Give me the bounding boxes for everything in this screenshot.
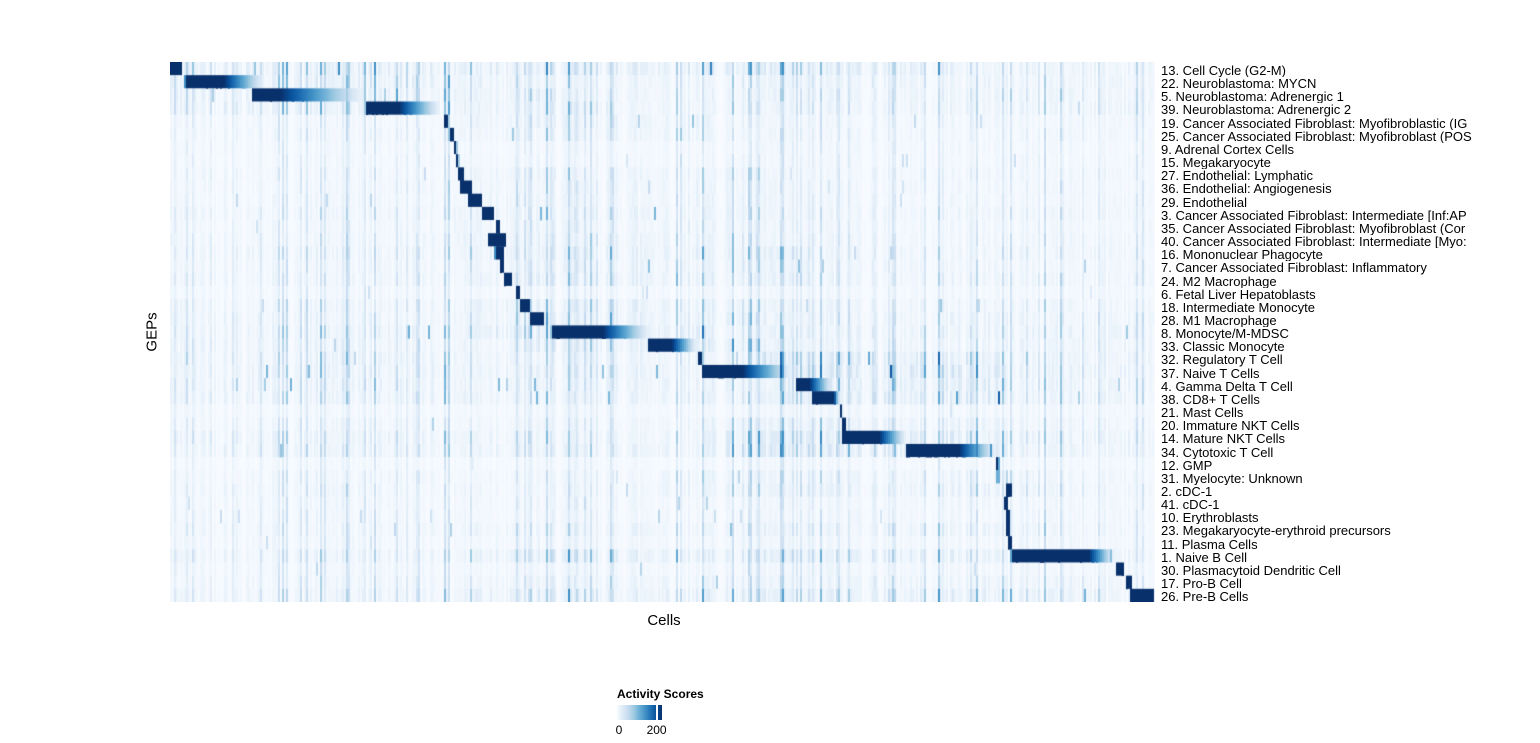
row-label: 40. Cancer Associated Fibroblast: Interm… [1161,235,1467,249]
row-label: 3. Cancer Associated Fibroblast: Interme… [1161,208,1467,222]
row-label: 41. cDC-1 [1161,498,1220,512]
legend-tick-labels: 0 200 [615,723,667,737]
legend-title: Activity Scores [617,687,704,701]
row-label: 30. Plasmacytoid Dendritic Cell [1161,563,1341,578]
row-label: 18. Intermediate Monocyte [1161,300,1315,314]
row-label: 36. Endothelial: Angiogenesis [1161,182,1332,196]
row-label: 13. Cell Cycle (G2-M) [1161,64,1286,78]
row-label: 38. CD8+ T Cells [1161,392,1260,407]
row-label: 23. Megakaryocyte-erythroid precursors [1161,524,1391,538]
row-label: 4. Gamma Delta T Cell [1161,379,1293,393]
row-label: 28. M1 Macrophage [1161,313,1277,328]
row-label: 11. Plasma Cells [1161,537,1258,551]
row-label: 21. Mast Cells [1161,406,1244,420]
legend-colorbar [617,705,662,720]
row-label: 6. Fetal Liver Hepatoblasts [1161,287,1316,301]
row-label: 26. Pre-B Cells [1161,590,1249,604]
row-label: 8. Monocyte/M-MDSC [1161,327,1289,341]
row-label: 31. Myelocyte: Unknown [1161,471,1303,485]
legend: Activity Scores 0 200 [615,687,737,737]
row-label: 34. Cytotoxic T Cell [1161,445,1274,459]
row-label: 22. Neuroblastoma: MYCN [1161,77,1317,91]
y-axis-label: GEPs [143,312,161,352]
row-label: 5. Neuroblastoma: Adrenergic 1 [1161,90,1344,104]
row-label: 17. Pro-B Cell [1161,577,1242,591]
row-label: 12. GMP [1161,458,1213,472]
row-label: 27. Endothelial: Lymphatic [1161,169,1314,183]
row-label: 9. Adrenal Cortex Cells [1161,142,1294,157]
heatmap-canvas [170,62,1155,602]
legend-max-label: 200 [646,723,667,737]
row-label: 32. Regulatory T Cell [1161,353,1283,367]
row-label: 19. Cancer Associated Fibroblast: Myofib… [1161,116,1468,130]
row-label: 37. Naive T Cells [1161,366,1260,380]
legend-min-label: 0 [615,723,623,737]
row-label: 24. M2 Macrophage [1161,274,1277,288]
row-label: 15. Megakaryocyte [1161,156,1271,170]
row-label: 7. Cancer Associated Fibroblast: Inflamm… [1161,261,1427,275]
row-label: 33. Classic Monocyte [1161,340,1285,354]
row-label: 10. Erythroblasts [1161,511,1259,525]
row-label: 2. cDC-1 [1161,485,1213,499]
row-label: 39. Neuroblastoma: Adrenergic 2 [1161,103,1352,117]
row-label: 25. Cancer Associated Fibroblast: Myofib… [1161,129,1472,143]
row-labels: 13. Cell Cycle (G2-M) 22. Neuroblastoma: … [1161,64,1540,603]
legend-tick-mark [655,705,658,720]
row-label: 35. Cancer Associated Fibroblast: Myofib… [1161,221,1466,236]
x-axis-label: Cells [647,612,681,629]
row-label: 20. Immature NKT Cells [1161,419,1300,433]
row-label: 29. Endothelial [1161,195,1248,209]
row-label: 16. Mononuclear Phagocyte [1161,248,1323,262]
row-label: 1. Naive B Cell [1161,550,1247,564]
row-label: 14. Mature NKT Cells [1161,432,1286,446]
